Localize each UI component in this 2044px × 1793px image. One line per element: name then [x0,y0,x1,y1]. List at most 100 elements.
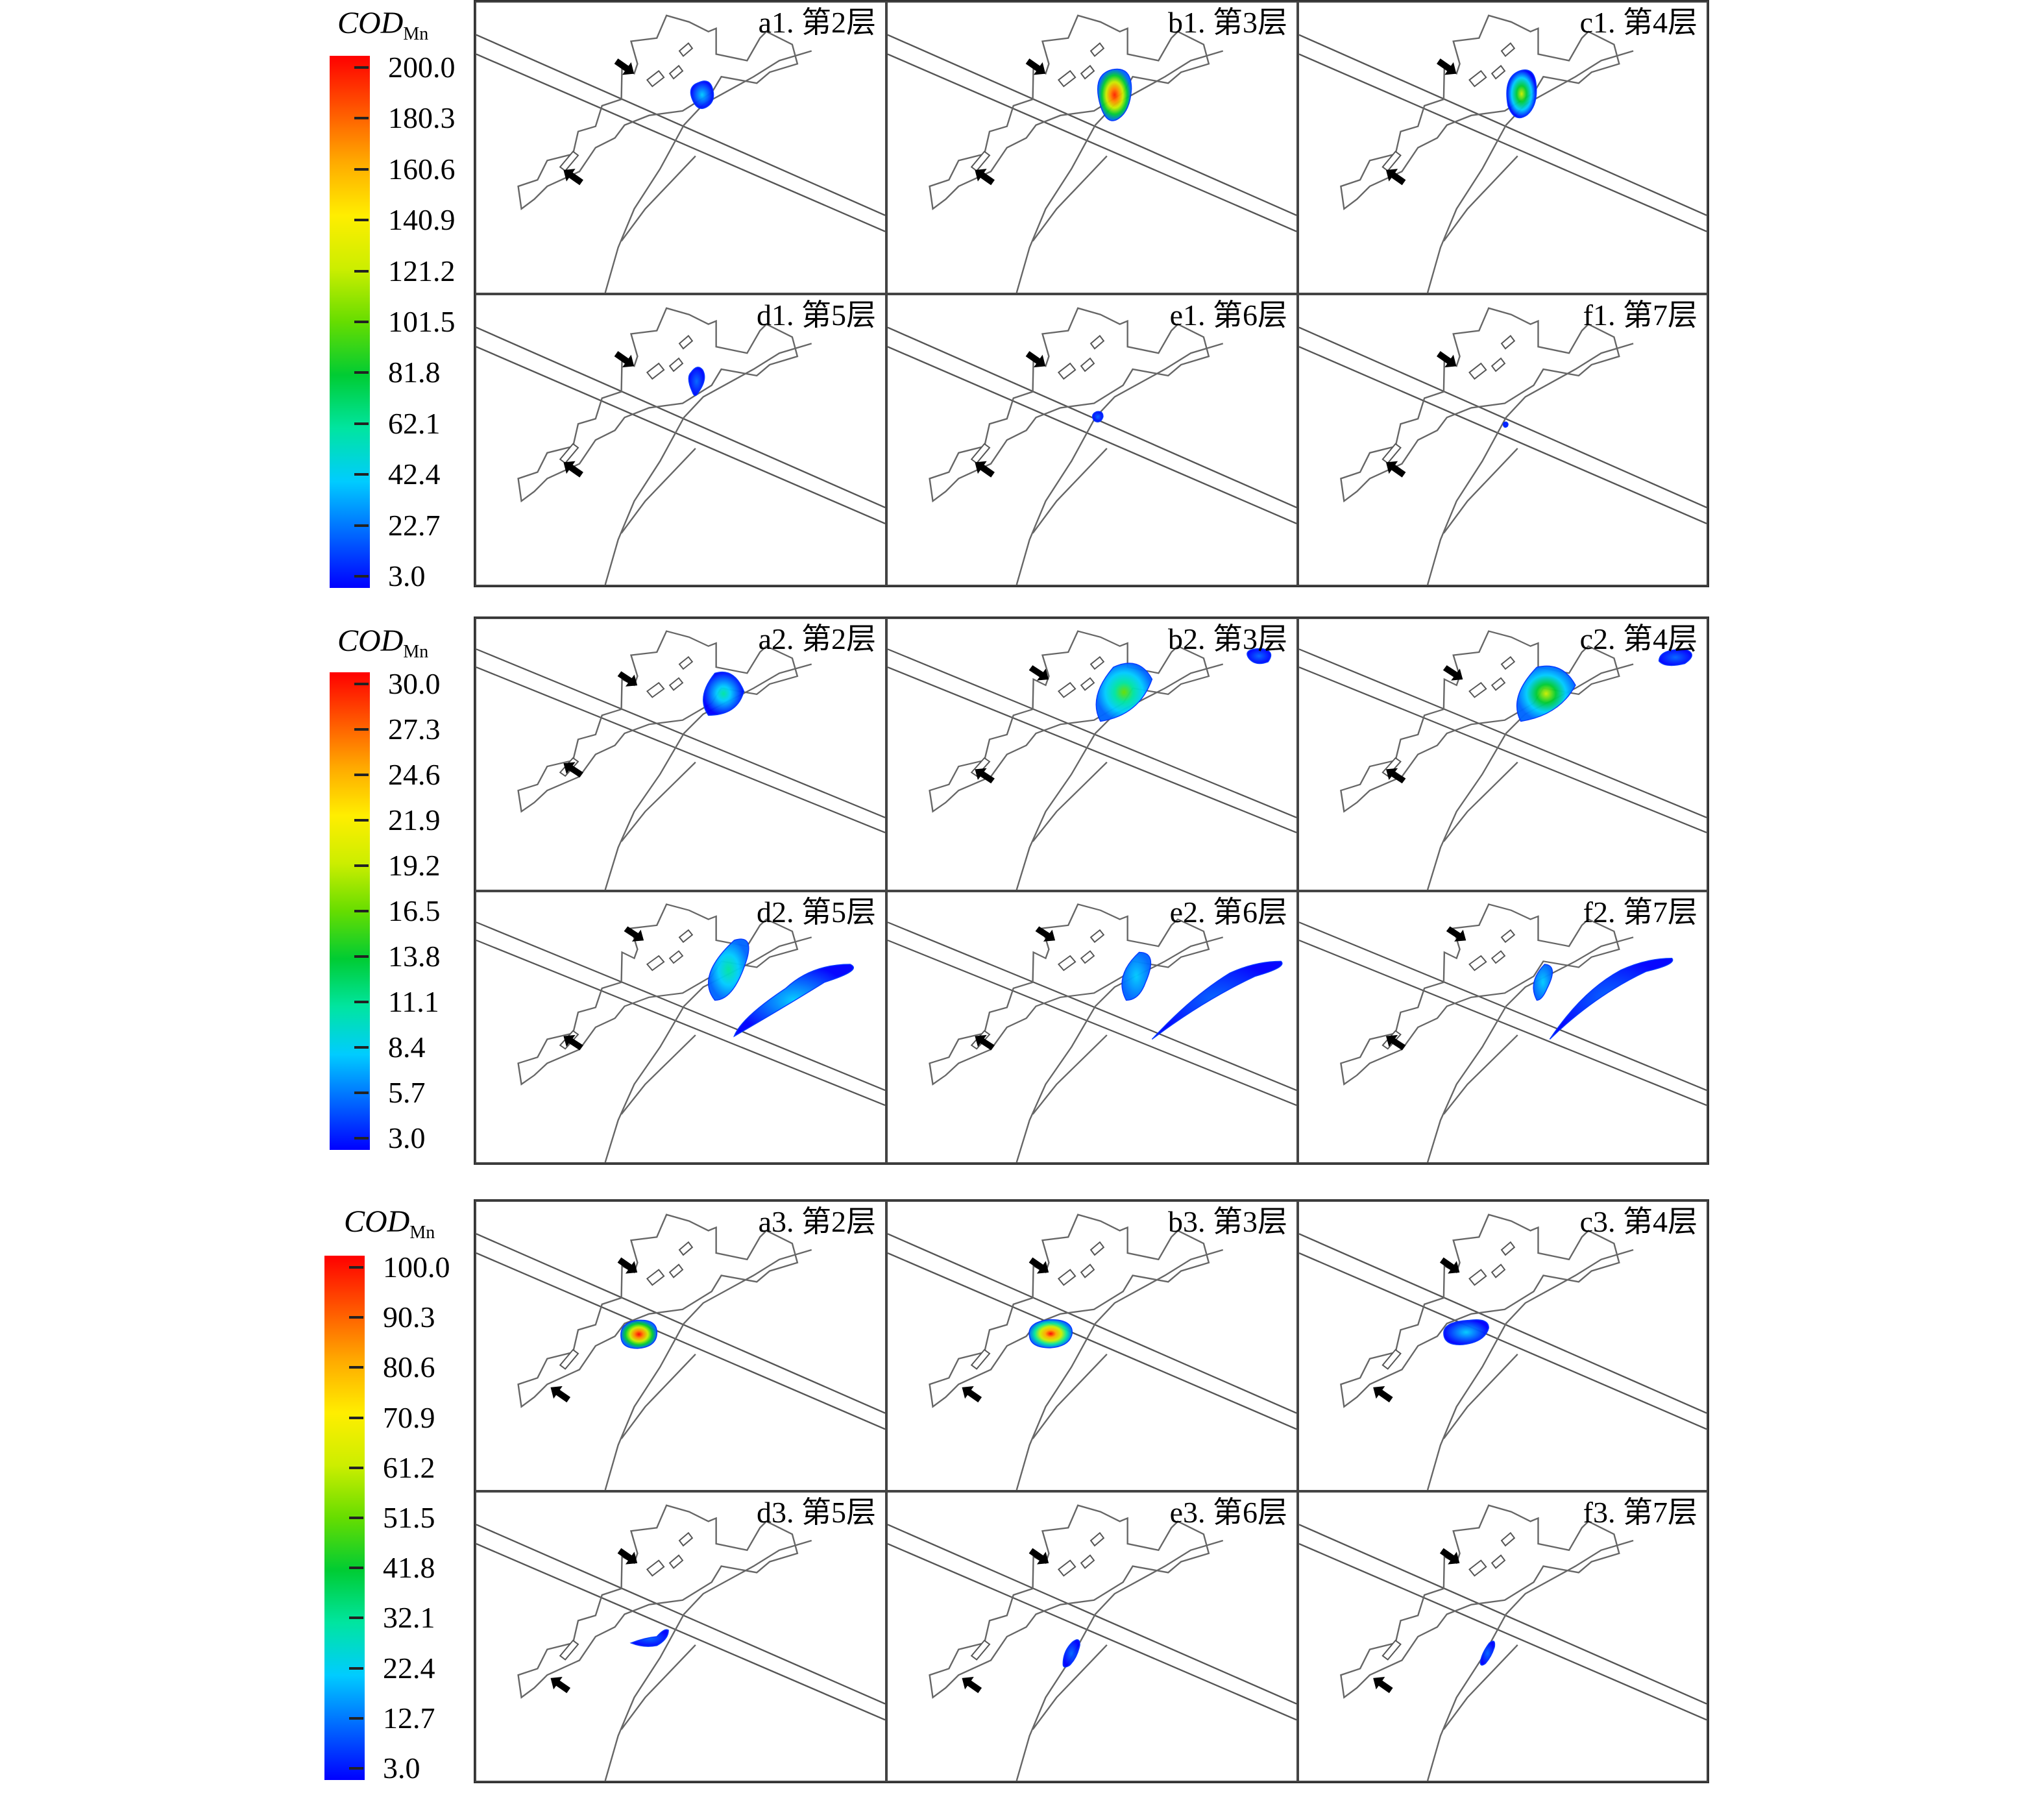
map-canvas [476,630,885,890]
area-outline [1340,630,1620,813]
river-line [1442,448,1518,534]
building-outline [1089,334,1105,350]
pollutant-plume [1533,964,1553,1001]
colorbar-tick-label: 200.0 [388,51,456,84]
colorbar-tick-label: 81.8 [388,356,441,389]
panel-b2: b2. 第3层 [886,618,1298,891]
colorbar-tick [349,1767,363,1770]
area-outline [929,630,1210,813]
road-line [888,1233,1296,1414]
colorbar-tick [354,819,369,822]
road-line [476,939,885,1106]
pollutant-plume [1092,411,1104,422]
road-line [1299,1233,1707,1414]
arrow-shape [563,1034,583,1051]
map-canvas [476,307,885,585]
arrow-shape [975,461,995,478]
colorbar-tick-label: 22.4 [383,1651,435,1685]
building-outline [1089,42,1105,57]
pollutant-plume [1658,648,1692,666]
colorbar-tick [354,66,369,69]
arrow-shape [1035,926,1056,942]
panel-title: d3. 第5层 [757,1496,876,1529]
river-line [1442,1034,1518,1115]
colorbar-tick-label: 22.7 [388,508,441,542]
panel-title: c1. 第4层 [1579,6,1697,39]
building-outline [1089,656,1105,670]
flow-arrow-icon [975,461,995,478]
legend-title: CODMn [337,6,429,44]
road-line [888,666,1296,833]
building-outline [1080,1263,1095,1278]
arrow-shape [1025,350,1046,368]
colorbar-tick-label: 51.5 [383,1501,435,1534]
panel-title: a2. 第2层 [758,622,876,655]
arrow-shape [1385,461,1406,478]
area-outline [929,307,1210,503]
building-outline [1089,1531,1105,1547]
building-outline [668,950,684,964]
road-line [1299,1543,1707,1721]
building-outline [1080,677,1095,691]
flow-arrow-icon [1385,169,1406,186]
building-outline [678,929,694,944]
building-outline [1057,362,1077,380]
colorbar-tick [349,1567,363,1570]
arrow-shape [1028,665,1049,681]
building-outline [1500,1531,1516,1547]
pollutant-plume [1479,1641,1496,1666]
building-outline [678,1241,694,1256]
river-line [1016,343,1224,585]
flow-arrow-icon [1028,665,1049,681]
building-outline [646,681,665,698]
road-line [476,326,885,509]
road-line [888,1543,1296,1721]
area-outline [1340,1504,1620,1699]
arrow-shape [1439,1257,1460,1274]
road-line [888,1252,1296,1430]
flow-arrow-icon [550,1677,571,1694]
colorbar-tick [349,1316,363,1319]
colorbar-tick-label: 5.7 [388,1076,426,1109]
road-line [1299,53,1707,232]
river-line [1426,1249,1634,1490]
colorbar-tick-label: 101.5 [388,305,456,338]
arrow-shape [563,762,583,777]
colorbar-tick [349,1416,363,1419]
building-outline [970,151,991,172]
colorbar-tick [349,1517,363,1519]
map-canvas [1299,1504,1707,1781]
flow-arrow-icon [617,1548,638,1565]
map-canvas [888,307,1296,585]
area-outline [1340,14,1620,211]
building-outline [1080,950,1095,964]
map-canvas [888,1214,1296,1490]
arrow-shape [563,461,583,478]
arrow-shape [1437,58,1457,75]
river-line [1032,155,1108,242]
building-outline [668,1263,684,1278]
colorbar-tick-label: 11.1 [388,985,439,1018]
building-outline [1057,69,1077,88]
panel-title: e2. 第6层 [1169,896,1287,929]
building-outline [1468,1269,1487,1286]
panel-title: d2. 第5层 [757,896,876,929]
panel-title: e3. 第6层 [1169,1496,1287,1529]
flow-arrow-icon [614,58,635,75]
arrow-shape [1442,665,1463,681]
road-line [476,1543,885,1721]
road-line [476,1233,885,1414]
pollutant-plume [1028,1319,1073,1348]
river-line [604,50,812,293]
area-outline [1340,307,1620,503]
road-line [476,1252,885,1430]
arrow-shape [1028,1257,1049,1274]
flow-arrow-icon [1446,926,1466,942]
area-outline [929,903,1210,1086]
road-line [888,1524,1296,1705]
arrow-shape [975,169,995,186]
area-outline [929,14,1210,211]
colorbar-tick-label: 19.2 [388,849,441,882]
arrow-shape [962,1386,982,1403]
flow-arrow-icon [1437,350,1457,368]
